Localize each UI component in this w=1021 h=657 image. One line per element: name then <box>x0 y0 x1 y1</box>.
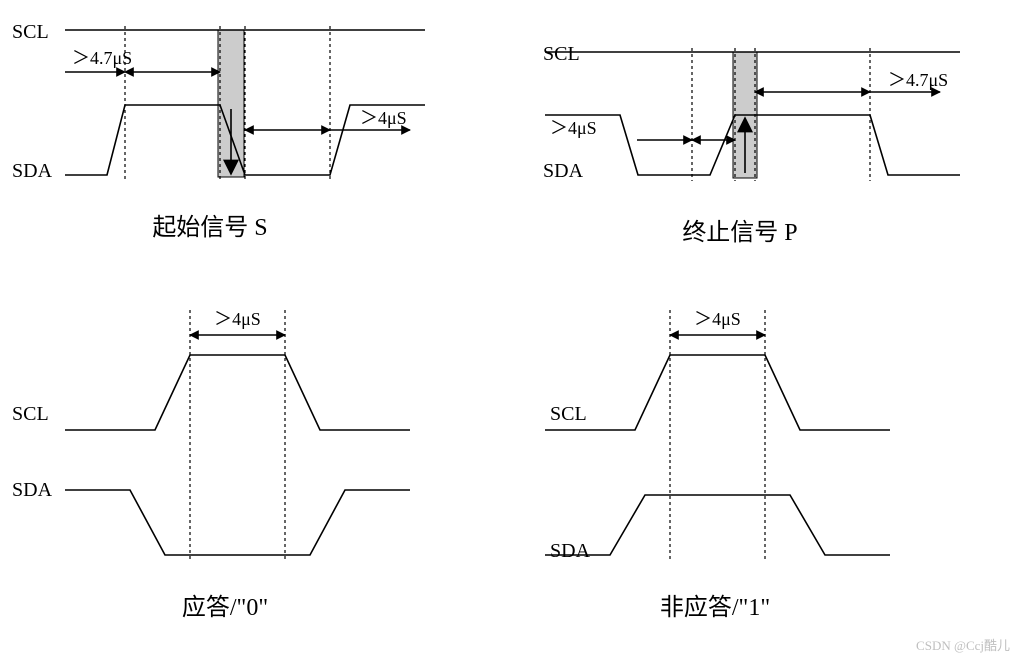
timing-nack: ＞4μS <box>694 309 741 329</box>
sda-label: SDA <box>12 160 53 182</box>
caption-stop: 终止信号 P <box>682 219 797 246</box>
timing-start-left: ＞4.7μS <box>72 48 132 68</box>
scl-label: SCL <box>12 21 49 43</box>
watermark: CSDN @Ccj酷儿 <box>916 638 1010 653</box>
caption-ack: 应答/"0" <box>182 594 268 621</box>
sda-label: SDA <box>543 160 584 182</box>
timing-diagram-svg: ＞4.7μS ＞4μS SCL SDA 起始信号 S ＞4μS ＞4.7μS SCL SDA 终止… <box>0 0 1021 657</box>
timing-start-right: ＞4μS <box>360 108 407 128</box>
scl-label: SCL <box>543 43 580 65</box>
timing-stop-left: ＞4μS <box>550 118 597 138</box>
sda-label: SDA <box>12 479 53 501</box>
scl-label: SCL <box>550 403 587 425</box>
sda-label: SDA <box>550 540 591 562</box>
caption-nack: 非应答/"1" <box>660 594 770 621</box>
caption-start: 起始信号 S <box>152 214 267 241</box>
scl-label: SCL <box>12 403 49 425</box>
timing-stop-right: ＞4.7μS <box>888 70 948 90</box>
diagram-canvas: ＞4.7μS ＞4μS SCL SDA 起始信号 S ＞4μS ＞4.7μS SCL SDA 终止… <box>0 0 1021 657</box>
timing-ack: ＞4μS <box>214 309 261 329</box>
